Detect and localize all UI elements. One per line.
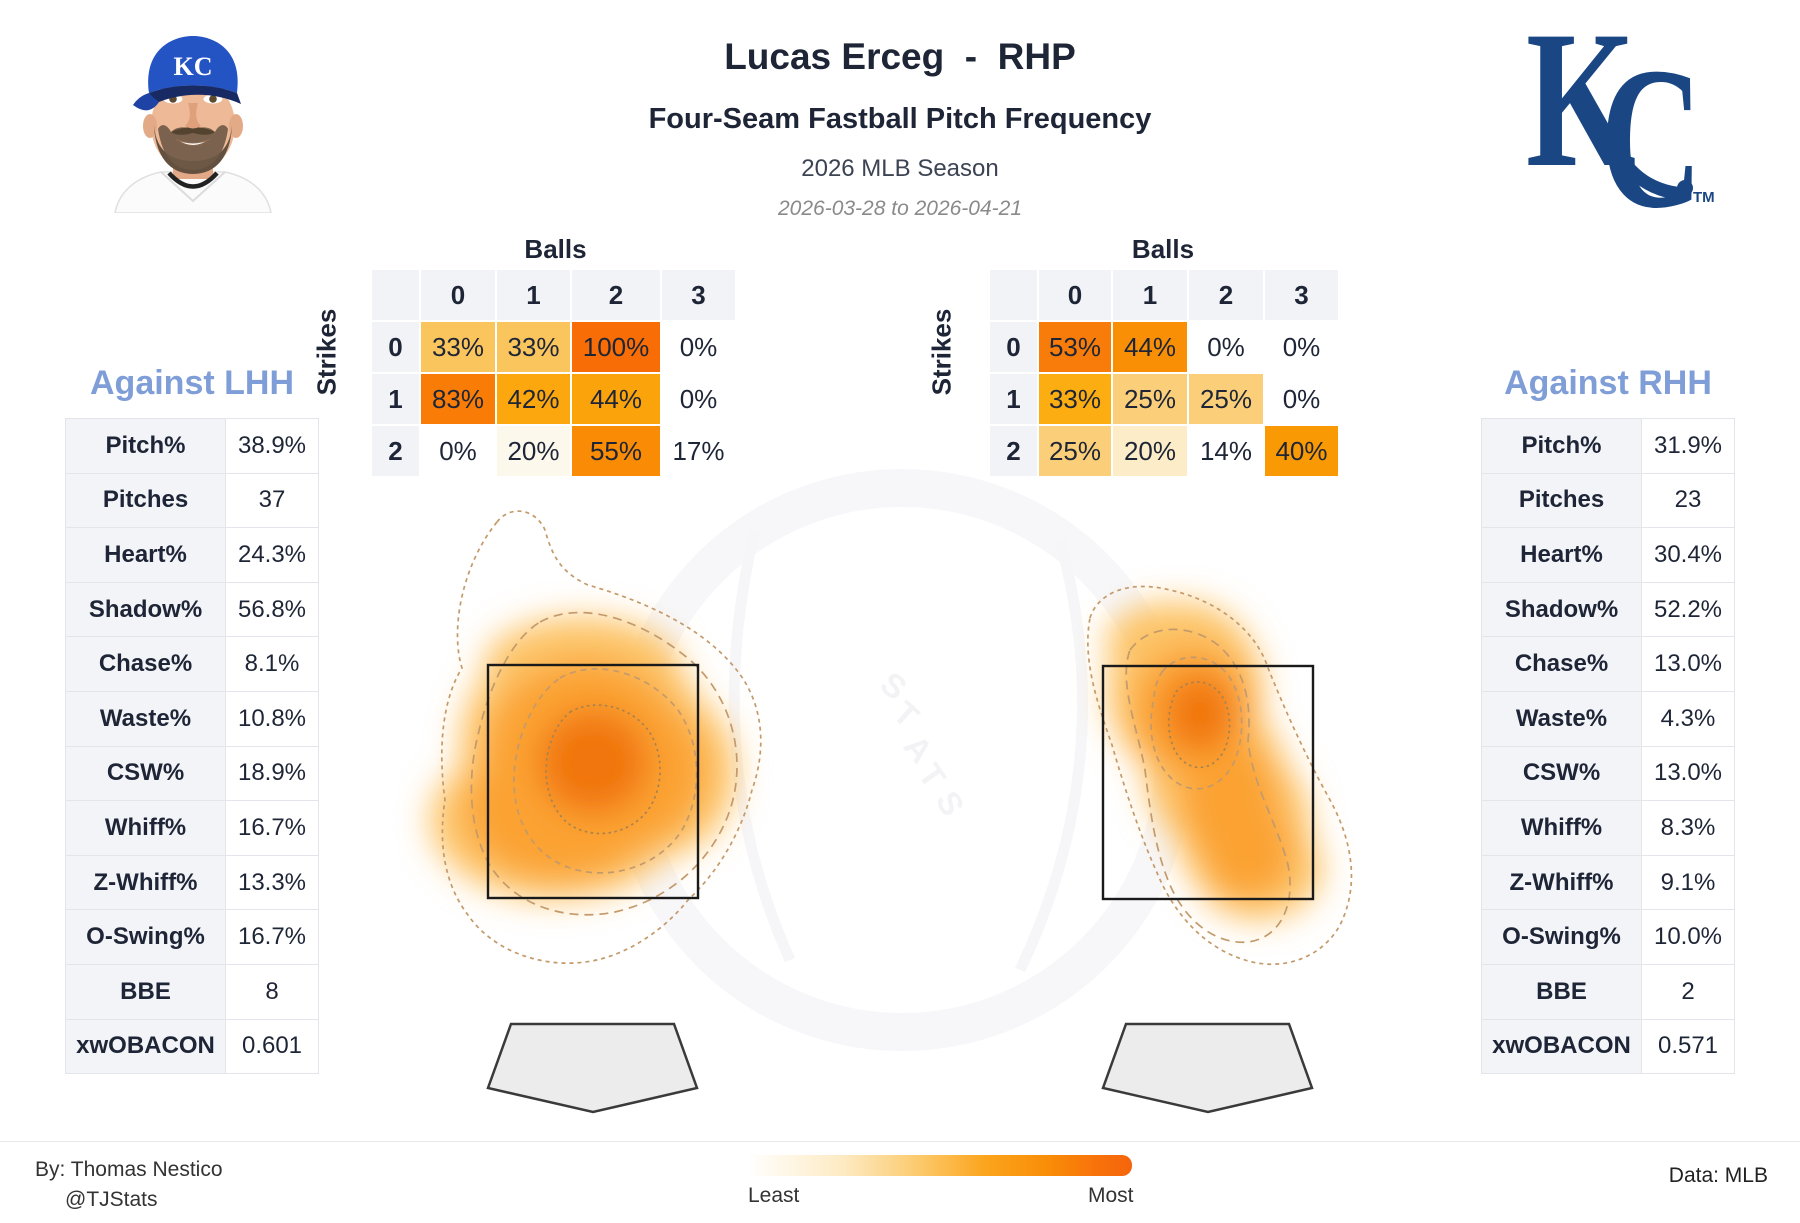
svg-text:KC: KC [174, 52, 213, 81]
svg-text:S: S [929, 785, 972, 822]
